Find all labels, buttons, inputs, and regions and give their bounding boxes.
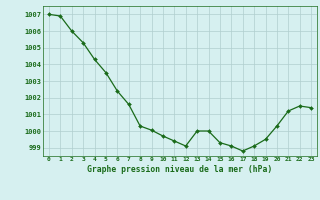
X-axis label: Graphe pression niveau de la mer (hPa): Graphe pression niveau de la mer (hPa) <box>87 165 273 174</box>
